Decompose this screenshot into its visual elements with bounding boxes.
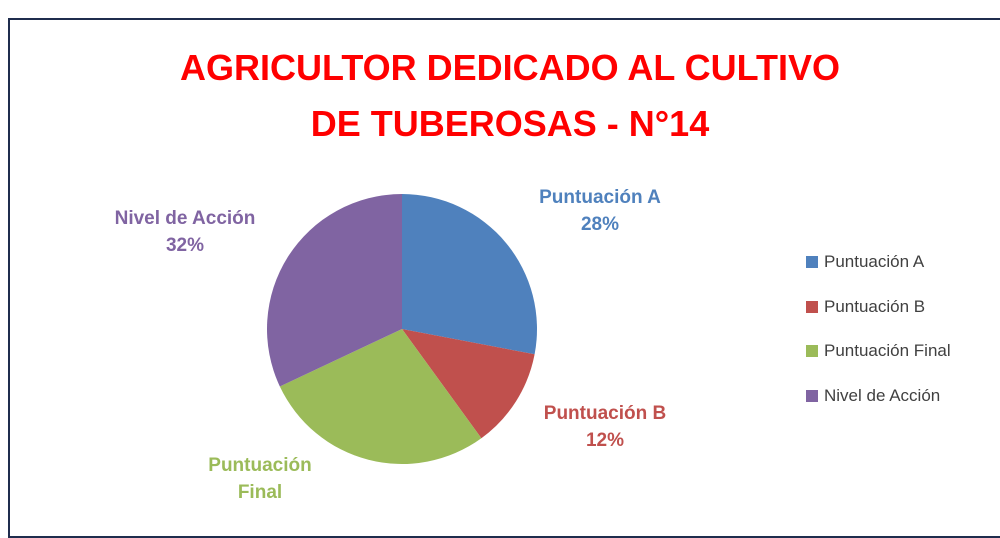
legend-label: Puntuación B [824, 296, 926, 316]
slice-label: Puntuación B 12% [520, 400, 690, 454]
slice-value: 28% [580, 214, 620, 235]
slice-label: Nivel de Acción 32% [90, 205, 280, 259]
pie-slice [402, 329, 535, 439]
legend-item: Nivel de Acción [806, 386, 940, 406]
legend-swatch [806, 256, 818, 268]
slice-value: 32% [165, 235, 205, 256]
legend-label: Nivel de Acción [824, 385, 941, 405]
legend-label: Puntuación Final [824, 341, 951, 360]
legend-swatch [806, 345, 818, 357]
pie-slice [267, 194, 402, 387]
legend-item: Puntuación Final [806, 341, 951, 361]
slice-category: Puntuación A [539, 187, 661, 208]
pie-slice [402, 194, 537, 355]
page: AGRICULTOR DEDICADO AL CULTIVO DE TUBERO… [8, 18, 1000, 538]
chart-title: AGRICULTOR DEDICADO AL CULTIVO DE TUBERO… [180, 47, 840, 144]
slice-label: Puntuación Final [185, 452, 335, 506]
slice-category: Puntuación B [543, 403, 667, 424]
pie-slice [279, 329, 482, 464]
legend-swatch [806, 300, 818, 313]
slice-category: Puntuación Final [208, 455, 312, 503]
slice-value: 12% [585, 430, 625, 451]
legend-item: Puntuación B [806, 297, 925, 317]
slice-label: Puntuación A 28% [520, 184, 680, 238]
legend-item: Puntuación A [806, 252, 924, 272]
legend-swatch [806, 389, 818, 402]
legend-label: Puntuación A [824, 252, 925, 271]
chart [267, 194, 537, 464]
slice-category: Nivel de Acción [114, 208, 256, 229]
